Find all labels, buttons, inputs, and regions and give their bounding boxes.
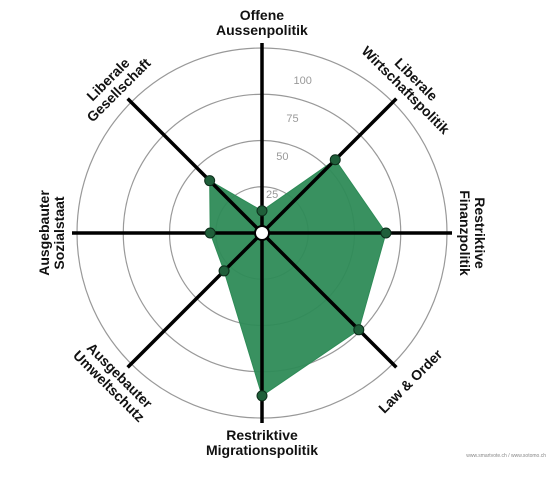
y-tick-label: 50 [276, 151, 288, 163]
y-tick-label: 100 [294, 75, 312, 87]
point [218, 265, 230, 277]
y-tick-label: 75 [286, 113, 298, 125]
point [256, 390, 268, 402]
y-tick-label: 25 [266, 189, 278, 201]
center [254, 225, 270, 241]
category-label: Ausgebauter Sozialstaat [35, 190, 67, 276]
category-label: Offene Aussenpolitik [216, 7, 308, 38]
credit: www.smartvote.ch / www.sotomo.ch [466, 453, 546, 459]
point [353, 324, 365, 336]
axis-line [126, 97, 264, 235]
axis-line [126, 231, 264, 369]
axis-line [260, 97, 398, 235]
category-label: Restriktive Migrationspolitik [206, 427, 318, 458]
point [204, 227, 216, 239]
category-label: Restriktive Finanzpolitik [456, 190, 488, 276]
point [204, 175, 216, 187]
point [329, 154, 341, 166]
point [380, 227, 392, 239]
point [256, 205, 268, 217]
axis-line [260, 231, 398, 369]
